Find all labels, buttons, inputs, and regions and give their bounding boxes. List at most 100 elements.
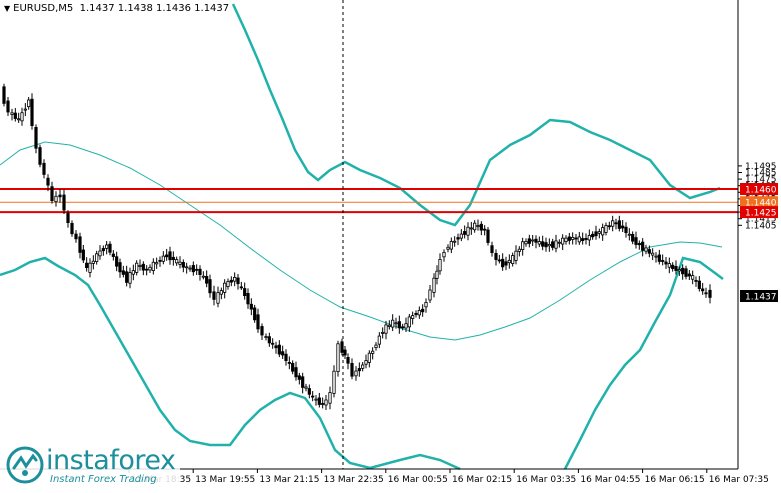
candle-body	[332, 370, 336, 394]
candle-body	[138, 265, 142, 268]
candle	[631, 231, 635, 245]
candle-body	[637, 243, 641, 246]
candle-body	[661, 260, 665, 262]
candle	[466, 222, 470, 241]
candle-body	[357, 368, 361, 372]
candle-body	[432, 277, 436, 293]
candle	[294, 361, 298, 381]
lower-level-price-tag-label: 1.1425	[745, 209, 777, 219]
candle-body	[212, 291, 216, 300]
candle-body	[571, 236, 575, 240]
candle	[397, 315, 401, 334]
candle-body	[521, 241, 525, 251]
candle	[594, 225, 598, 240]
candle	[307, 384, 311, 399]
candle	[634, 231, 638, 249]
candle	[287, 356, 291, 370]
candle	[46, 174, 50, 192]
instaforex-logo-icon	[6, 446, 44, 484]
candle	[564, 235, 568, 245]
candle	[607, 221, 611, 230]
candle	[597, 228, 601, 239]
candle-body	[287, 361, 291, 364]
candle-body	[701, 288, 705, 292]
candle-body	[501, 258, 505, 268]
candle-body	[85, 262, 89, 269]
candle	[374, 342, 378, 351]
candle	[604, 222, 608, 236]
lower-level-price-tag-box	[740, 206, 778, 219]
candle-body	[62, 194, 66, 211]
candle-body	[624, 226, 628, 233]
candle	[456, 233, 460, 246]
symbol-header: ▼ EURUSD,M5 1.1437 1.1438 1.1436 1.1437	[4, 3, 229, 14]
candle-body	[236, 277, 240, 285]
candle	[681, 264, 685, 280]
candle	[514, 245, 518, 265]
candle-body	[324, 399, 328, 406]
candle	[70, 220, 74, 237]
candle	[105, 241, 109, 255]
candle	[504, 256, 508, 271]
candle	[95, 250, 99, 265]
candle	[611, 215, 615, 232]
candle	[91, 255, 95, 270]
candle-body	[367, 352, 371, 363]
candle	[651, 248, 655, 261]
candle-body	[407, 316, 411, 328]
candle-body	[604, 225, 608, 233]
candle-body	[394, 322, 398, 325]
ohlc-values: 1.1437 1.1438 1.1436 1.1437	[79, 3, 230, 14]
candle-body	[165, 254, 169, 258]
candle-body	[171, 256, 175, 261]
candle	[281, 345, 285, 359]
candle-body	[128, 272, 132, 284]
horizontal-levels	[0, 188, 738, 214]
candle-body	[428, 289, 432, 301]
candle	[561, 234, 565, 251]
candle	[81, 245, 85, 263]
candle-body	[307, 388, 311, 395]
candle-body	[27, 99, 31, 108]
candle-body	[594, 231, 598, 237]
candle-body	[301, 376, 305, 388]
candle	[246, 288, 250, 309]
candle	[424, 298, 428, 313]
candle-body	[627, 233, 631, 236]
candle-body	[697, 280, 701, 289]
candle-body	[267, 336, 271, 344]
candle	[371, 347, 375, 360]
candle-body	[453, 240, 457, 243]
candle-body	[54, 195, 58, 203]
candle-body	[684, 268, 688, 277]
candle	[118, 258, 122, 278]
candle-body	[23, 108, 27, 111]
candle	[201, 271, 205, 280]
candle	[195, 264, 199, 275]
candle	[346, 353, 350, 370]
candle-body	[115, 256, 119, 267]
candle-body	[151, 261, 155, 271]
candle	[479, 221, 483, 236]
candle	[135, 260, 139, 276]
candle	[205, 270, 209, 288]
candle-body	[141, 263, 145, 271]
candle	[473, 220, 477, 233]
candle-body	[694, 279, 698, 282]
candle-body	[364, 360, 368, 365]
candle-body	[691, 275, 695, 280]
candle-body	[50, 186, 54, 201]
candle-body	[381, 331, 385, 334]
candle	[38, 144, 42, 168]
candle	[449, 237, 453, 254]
candle-body	[118, 262, 122, 273]
candle	[161, 251, 165, 265]
collapse-triangle-icon[interactable]: ▼	[4, 4, 11, 13]
candle-body	[564, 237, 568, 242]
candle	[521, 237, 525, 256]
candle-body	[577, 236, 581, 243]
candle-body	[466, 226, 470, 236]
candle-body	[657, 254, 661, 262]
